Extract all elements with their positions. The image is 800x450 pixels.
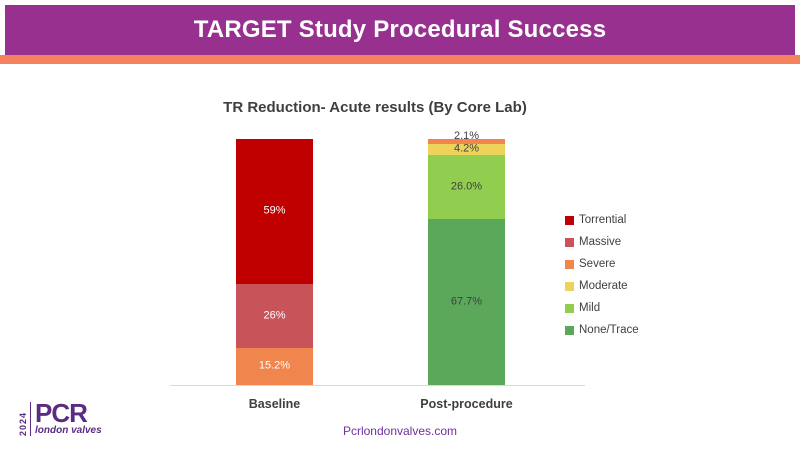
- pcr-london-valves-logo: 2024 PCR london valves: [18, 398, 102, 436]
- header-banner: TARGET Study Procedural Success: [5, 5, 795, 55]
- legend-label: Massive: [579, 236, 622, 248]
- logo-divider: [30, 402, 31, 436]
- segment-none-trace: 67.7%: [428, 218, 505, 385]
- legend-item-massive: Massive: [565, 231, 639, 253]
- footer-website: Pcrlondonvalves.com: [342, 424, 458, 438]
- legend-label: Moderate: [579, 280, 628, 292]
- chart-title: TR Reduction- Acute results (By Core Lab…: [223, 99, 527, 116]
- logo-tagline: london valves: [35, 425, 102, 436]
- segment-severe: 15.2%: [236, 347, 313, 385]
- legend-label: Mild: [579, 302, 601, 314]
- legend-item-torrential: Torrential: [565, 209, 639, 231]
- segment-mild: 26.0%: [428, 154, 505, 219]
- legend-swatch: [565, 237, 574, 247]
- legend-label: None/Trace: [579, 324, 639, 336]
- legend-swatch: [565, 215, 574, 225]
- legend-swatch: [565, 325, 574, 335]
- x-axis-line: [170, 385, 585, 386]
- header-accent-stripe: [0, 55, 800, 64]
- legend-swatch: [565, 303, 574, 313]
- legend-item-none-trace: None/Trace: [565, 319, 639, 341]
- category-labels: Baseline Post-procedure: [0, 397, 800, 413]
- category-label-baseline: Baseline: [248, 397, 301, 411]
- segment-value-label: 2.1%: [453, 130, 480, 143]
- segment-value-label: 59%: [263, 204, 286, 217]
- stacked-bar-post-procedure: 2.1% 4.2% 26.0% 67.7%: [428, 131, 505, 385]
- stacked-bar-baseline: 59% 26% 15.2%: [236, 138, 313, 385]
- segment-moderate: 4.2%: [428, 143, 505, 155]
- legend-label: Torrential: [579, 214, 627, 226]
- category-label-post-procedure: Post-procedure: [420, 397, 513, 411]
- segment-value-label: 15.2%: [258, 359, 291, 372]
- legend: Torrential Massive Severe Moderate Mild None/…: [565, 209, 639, 341]
- logo-main: PCR london valves: [35, 398, 102, 436]
- logo-brand: PCR: [35, 398, 88, 428]
- slide-title: TARGET Study Procedural Success: [193, 16, 607, 43]
- segment-severe: 2.1%: [428, 131, 505, 145]
- legend-swatch: [565, 259, 574, 269]
- logo-year: 2024: [18, 411, 28, 436]
- legend-swatch: [565, 281, 574, 291]
- segment-massive: 26%: [236, 283, 313, 348]
- segment-value-label: 4.2%: [453, 142, 480, 155]
- segment-value-label: 67.7%: [450, 295, 483, 308]
- legend-label: Severe: [579, 258, 616, 270]
- segment-value-label: 26%: [263, 309, 286, 322]
- segment-value-label: 26.0%: [450, 180, 483, 192]
- legend-item-moderate: Moderate: [565, 275, 639, 297]
- segment-torrential: 59%: [236, 138, 313, 284]
- legend-item-severe: Severe: [565, 253, 639, 275]
- legend-item-mild: Mild: [565, 297, 639, 319]
